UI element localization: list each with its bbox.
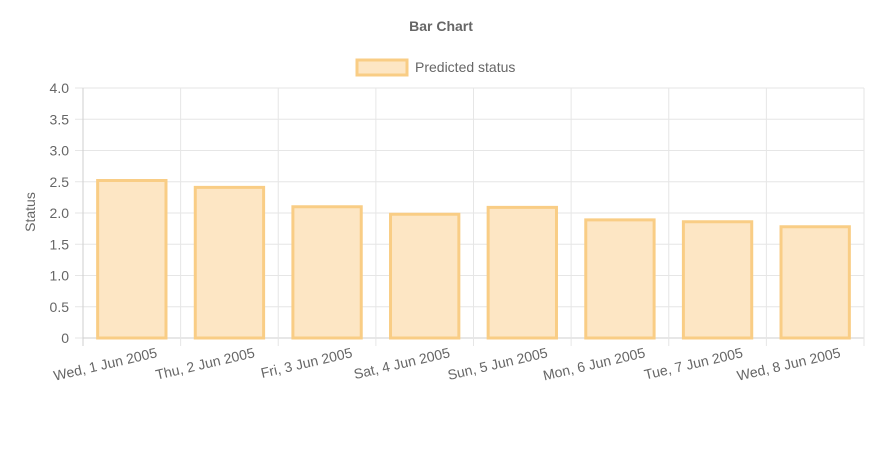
y-tick-label: 2.0 bbox=[50, 205, 70, 221]
bar[interactable] bbox=[486, 205, 558, 340]
x-tick-label: Tue, 7 Jun 2005 bbox=[643, 344, 745, 382]
y-tick-label: 1.5 bbox=[50, 236, 70, 252]
legend-label[interactable]: Predicted status bbox=[415, 59, 515, 75]
x-tick-label: Thu, 2 Jun 2005 bbox=[154, 344, 256, 382]
x-tick-label: Fri, 3 Jun 2005 bbox=[259, 344, 354, 381]
bar[interactable] bbox=[779, 225, 851, 340]
y-axis: 0 0.5 1.0 1.5 2.0 2.5 3.0 3.5 4.0 bbox=[50, 80, 70, 346]
y-tick-label: 0 bbox=[61, 330, 69, 346]
legend[interactable]: Predicted status bbox=[355, 58, 515, 77]
y-tick-label: 0.5 bbox=[50, 299, 70, 315]
x-tick-label: Wed, 1 Jun 2005 bbox=[52, 344, 159, 383]
bar[interactable] bbox=[389, 212, 461, 340]
y-tick-label: 4.0 bbox=[50, 80, 70, 96]
chart-title: Bar Chart bbox=[409, 18, 473, 34]
bar[interactable] bbox=[193, 185, 266, 340]
bars bbox=[96, 179, 851, 340]
bar[interactable] bbox=[584, 218, 656, 340]
y-tick-label: 2.5 bbox=[50, 174, 70, 190]
x-tick-label: Sat, 4 Jun 2005 bbox=[352, 344, 451, 382]
x-tick-label: Mon, 6 Jun 2005 bbox=[541, 344, 646, 383]
legend-swatch[interactable] bbox=[355, 58, 409, 77]
y-tick-label: 3.0 bbox=[50, 143, 70, 159]
bar[interactable] bbox=[96, 179, 168, 340]
x-tick-label: Wed, 8 Jun 2005 bbox=[735, 344, 842, 383]
y-tick-label: 3.5 bbox=[50, 111, 70, 127]
bar[interactable] bbox=[291, 205, 363, 340]
y-axis-label: Status bbox=[22, 192, 38, 232]
bar[interactable] bbox=[681, 220, 754, 340]
y-tick-label: 1.0 bbox=[50, 268, 70, 284]
x-tick-label: Sun, 5 Jun 2005 bbox=[446, 344, 549, 383]
